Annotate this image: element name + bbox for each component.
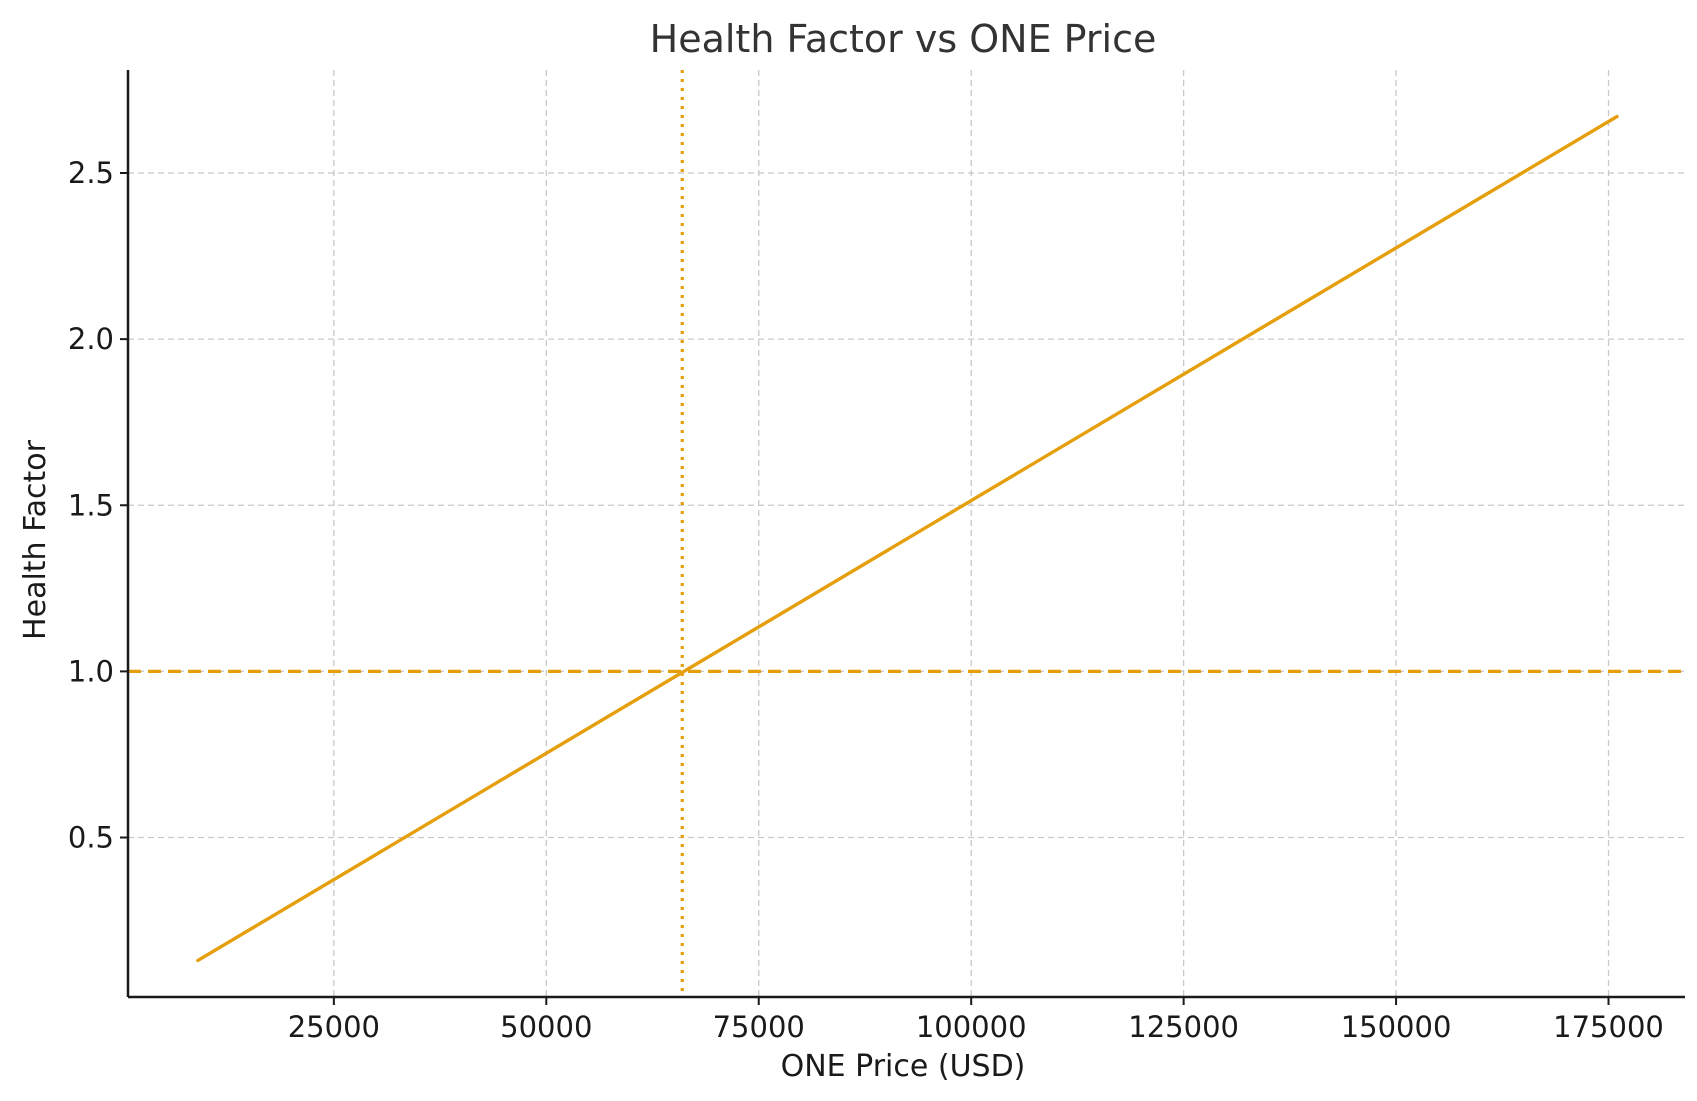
grid (128, 70, 1685, 997)
x-tick-label: 125000 (1128, 1010, 1239, 1044)
chart-title: Health Factor vs ONE Price (650, 17, 1157, 61)
y-tick-label: 2.0 (68, 322, 114, 356)
y-tick-label: 2.5 (68, 156, 114, 190)
x-tick-label: 175000 (1553, 1010, 1664, 1044)
reference-lines (128, 70, 1685, 997)
y-tick-label: 0.5 (68, 821, 114, 855)
x-tick-label: 150000 (1341, 1010, 1452, 1044)
axes: 25000 50000 75000 100000 125000 150000 175000 0… (68, 70, 1685, 1044)
x-tick-label: 100000 (916, 1010, 1027, 1044)
y-axis-label: Health Factor (18, 439, 53, 640)
x-tick-label: 50000 (500, 1010, 592, 1044)
y-tick-label: 1.0 (68, 654, 114, 688)
series (196, 114, 1619, 963)
series-line (196, 114, 1619, 963)
x-axis-label: ONE Price (USD) (781, 1049, 1026, 1084)
y-tick-label: 1.5 (68, 488, 114, 522)
x-tick-label: 25000 (288, 1010, 380, 1044)
x-tick-label: 75000 (713, 1010, 805, 1044)
